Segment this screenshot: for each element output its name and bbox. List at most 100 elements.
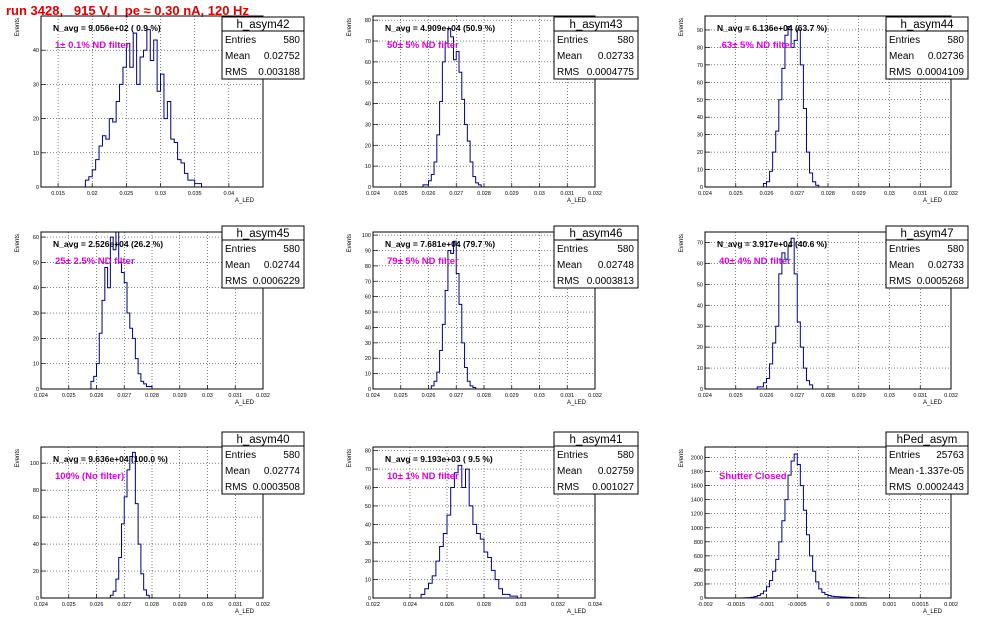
x-tick-label: 0.027 [790, 191, 804, 197]
stat-label: Mean [557, 260, 582, 271]
x-tick-label: 0.026 [760, 393, 774, 399]
x-tick-label: 0.03 [155, 191, 166, 197]
x-tick-label: 0.031 [228, 393, 242, 399]
x-tick-label: 0 [826, 602, 829, 608]
y-tick-label: 70 [365, 39, 371, 45]
plot-frame [704, 231, 952, 390]
y-tick-label: 10 [365, 164, 371, 170]
stat-label: Mean [557, 51, 582, 62]
y-tick-label: 0 [700, 185, 703, 191]
stat-label: RMS [225, 482, 248, 493]
stat-box-frame [221, 16, 305, 80]
stat-value: 0.02774 [264, 466, 301, 477]
stat-box: h_asym41 Entries 580 Mean 0.02759 RMS 0.001027 [553, 431, 639, 495]
x-tick-label: 0.029 [852, 393, 866, 399]
stat-label: Entries [225, 35, 256, 46]
y-tick-label: 0 [368, 387, 371, 393]
stat-label: Entries [557, 35, 588, 46]
stat-value: 0.0004775 [587, 67, 635, 78]
stat-value: 0.003188 [258, 67, 300, 78]
y-tick-label: 0 [36, 596, 39, 602]
x-tick-label: 0.0015 [912, 602, 929, 608]
stat-value: 580 [947, 35, 964, 46]
histogram-panel-h_asym44: 0.024 0.025 0.026 0.027 0.028 0.029 0.03 0.031 0… [679, 15, 969, 204]
y-tick-label: 60 [697, 261, 703, 267]
stat-label: Entries [889, 244, 920, 255]
x-tick-label: 0.031 [913, 393, 927, 399]
stat-value: 0.0003813 [587, 276, 635, 287]
stat-label: RMS [889, 67, 912, 78]
stat-label: RMS [225, 276, 248, 287]
x-tick-label: 0.024 [366, 191, 380, 197]
y-axis-label: Events [347, 449, 353, 467]
stat-value: 580 [283, 244, 300, 255]
stat-value: 580 [617, 35, 634, 46]
histogram-panel-h_asym41: 0.022 0.024 0.026 0.028 0.03 0.032 0.034 0 10 20 3… [347, 431, 639, 615]
stat-box-frame [553, 431, 639, 495]
y-tick-label: 10 [33, 362, 39, 368]
histogram-series [762, 25, 820, 187]
stat-label: Mean [225, 51, 250, 62]
histogram-series [420, 464, 518, 598]
x-tick-label: 0.032 [256, 393, 270, 399]
x-tick-label: 0.027 [449, 191, 463, 197]
x-tick-label: 0.027 [117, 602, 131, 608]
x-tick-label: 0.03 [202, 602, 213, 608]
x-tick-label: 0.03 [202, 393, 213, 399]
y-tick-label: 30 [365, 122, 371, 128]
x-tick-label: 0.027 [117, 393, 131, 399]
x-tick-label: 0.031 [228, 602, 242, 608]
x-tick-label: 0.03 [884, 191, 895, 197]
y-tick-label: 40 [365, 325, 371, 331]
histogram-panel-h_asym42: 0.015 0.02 0.025 0.03 0.035 0.04 0 10 20 30 40 Even… [15, 15, 305, 204]
y-axis-label: Events [679, 449, 685, 467]
x-axis-label: A_LED [567, 400, 587, 406]
y-tick-label: 20 [33, 117, 39, 123]
histogram-series [109, 451, 150, 598]
y-tick-label: 0 [700, 596, 703, 602]
y-tick-label: 20 [365, 143, 371, 149]
y-tick-label: 20 [697, 345, 703, 351]
stat-value: 0.02733 [928, 260, 965, 271]
histogram-name: h_asym41 [569, 434, 622, 446]
stat-value: 0.02759 [598, 466, 635, 477]
x-axis-label: A_LED [235, 198, 255, 204]
stat-label: Mean [889, 466, 914, 477]
y-tick-label: 80 [697, 45, 703, 51]
stat-value: 25763 [936, 450, 964, 461]
y-tick-label: 0 [36, 387, 39, 393]
stat-box: h_asym42 Entries 580 Mean 0.02752 RMS 0.003188 [221, 16, 305, 80]
navg-annotation: N_avg = 3.917e+04 (40.6 %) [717, 239, 827, 249]
x-tick-label: 0.029 [173, 393, 187, 399]
stat-label: Mean [889, 51, 914, 62]
grid [41, 232, 263, 389]
y-tick-label: 80 [33, 488, 39, 494]
stat-box-frame [885, 431, 969, 495]
y-tick-label: 70 [697, 63, 703, 69]
histogram-name: h_asym46 [569, 228, 622, 240]
stat-box: h_asym45 Entries 580 Mean 0.02744 RMS 0.000622… [221, 225, 305, 289]
y-tick-label: 400 [694, 568, 703, 574]
y-tick-label: 1800 [691, 470, 703, 476]
x-tick-label: 0.024 [34, 602, 48, 608]
x-tick-label: 0.025 [62, 602, 76, 608]
histogram-series [741, 453, 866, 599]
y-tick-label: 70 [365, 467, 371, 473]
stat-box: h_asym47 Entries 580 Mean 0.02733 RMS 0.000526… [885, 225, 969, 289]
histogram-panel-h_asym40: 0.024 0.025 0.026 0.027 0.028 0.029 0.03 0.031 0… [15, 431, 305, 615]
y-axis-label: Events [679, 18, 685, 36]
stat-value: 580 [617, 450, 634, 461]
x-tick-label: 0.035 [188, 191, 202, 197]
y-tick-label: 60 [365, 60, 371, 66]
x-tick-label: 0.024 [34, 393, 48, 399]
x-tick-label: 0.02 [87, 191, 98, 197]
y-tick-label: 40 [33, 542, 39, 548]
y-tick-label: 50 [365, 504, 371, 510]
y-tick-label: 20 [365, 559, 371, 565]
x-tick-label: 0.031 [913, 191, 927, 197]
stat-label: RMS [889, 482, 912, 493]
y-tick-label: 0 [368, 596, 371, 602]
y-tick-label: 60 [33, 515, 39, 521]
x-tick-label: 0.029 [505, 393, 519, 399]
stat-label: Entries [225, 244, 256, 255]
